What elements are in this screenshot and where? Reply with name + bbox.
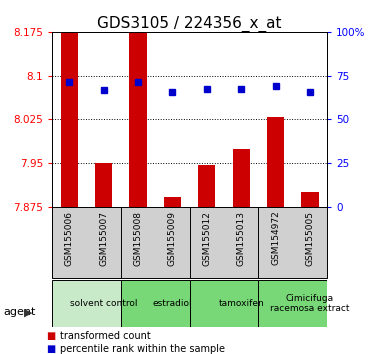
Bar (258, 280, 327, 327)
Text: GSM155012: GSM155012 (202, 211, 211, 266)
Bar (198, 165, 216, 207)
Bar (189, 280, 258, 327)
Text: GSM155009: GSM155009 (168, 211, 177, 266)
Bar (233, 149, 250, 207)
Bar (164, 197, 181, 207)
Bar (60, 32, 78, 207)
Text: GSM155005: GSM155005 (306, 211, 315, 266)
Text: GSM155013: GSM155013 (237, 211, 246, 266)
Text: GSM155006: GSM155006 (65, 211, 74, 266)
Text: tamoxifen: tamoxifen (218, 299, 264, 308)
Bar (95, 163, 112, 207)
Text: agent: agent (4, 307, 36, 317)
Text: GSM155007: GSM155007 (99, 211, 108, 266)
Text: solvent control: solvent control (70, 299, 137, 308)
Text: transformed count: transformed count (60, 331, 151, 341)
Bar (129, 32, 147, 207)
Text: ■: ■ (46, 331, 55, 341)
Bar (121, 280, 189, 327)
Bar (301, 193, 319, 207)
Text: percentile rank within the sample: percentile rank within the sample (60, 344, 225, 354)
Text: GSM155008: GSM155008 (134, 211, 142, 266)
Bar (267, 116, 284, 207)
Text: Cimicifuga
racemosa extract: Cimicifuga racemosa extract (270, 294, 350, 313)
Text: estradiol: estradiol (152, 299, 192, 308)
Text: GSM154972: GSM154972 (271, 211, 280, 266)
Title: GDS3105 / 224356_x_at: GDS3105 / 224356_x_at (97, 16, 282, 32)
Text: ■: ■ (46, 344, 55, 354)
Bar (52, 280, 121, 327)
Text: ▶: ▶ (24, 307, 33, 317)
